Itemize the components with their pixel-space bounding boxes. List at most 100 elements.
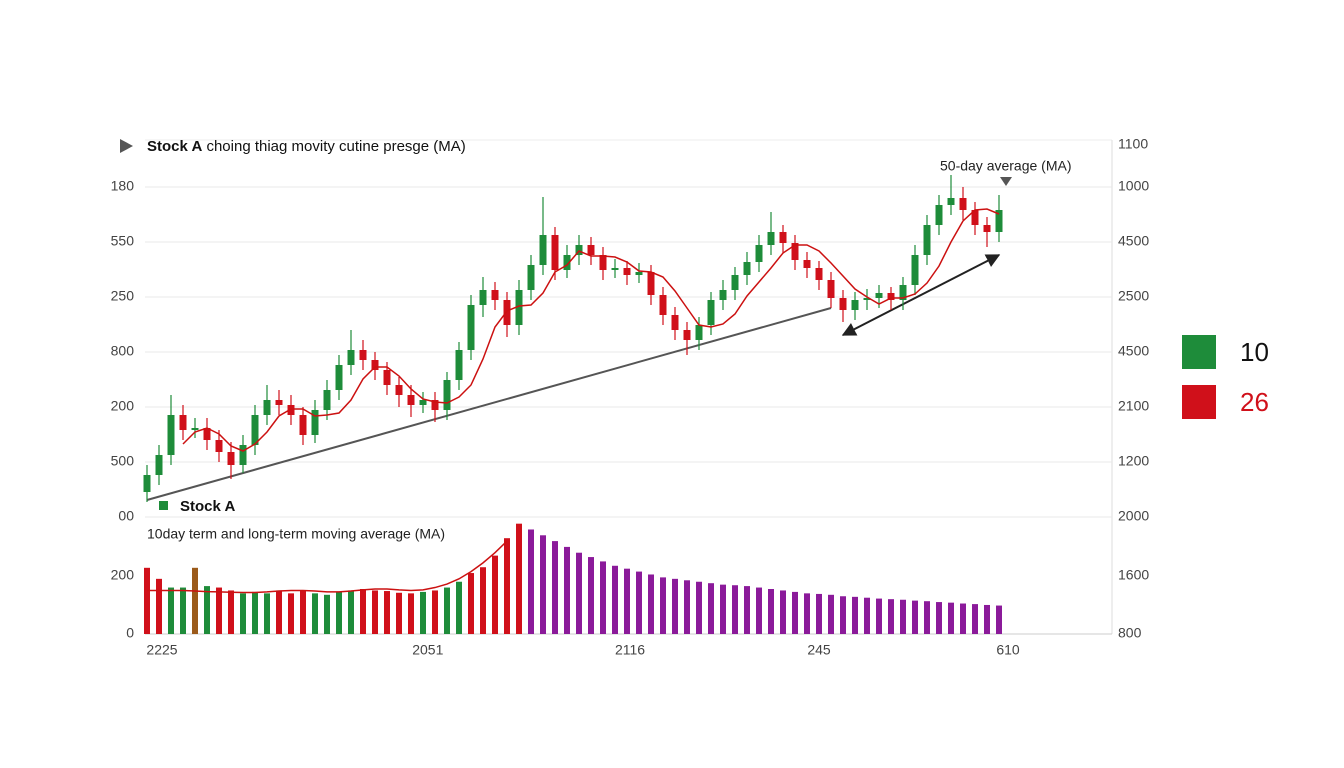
candle-body [779,232,787,243]
volume-bar [960,603,966,634]
volume-bar [396,592,402,634]
volume-bar [888,599,894,634]
x-tick-label: 2225 [146,642,177,658]
volume-bar [792,591,798,634]
volume-bar [432,590,438,634]
candle-body [395,385,403,395]
candle-body [623,268,631,275]
candle-body [911,255,919,285]
volume-bar [300,590,306,634]
candle-body [635,272,643,275]
volume-bar [456,581,462,634]
y-tick-label: 500 [111,453,135,469]
volume-bar [612,565,618,634]
volume-bar [900,599,906,634]
candle-body [215,440,223,452]
volume-bar [936,602,942,634]
volume-bar [444,587,450,634]
legend-label: 26 [1240,387,1269,417]
chart-title: Stock A choing thiag movity cutine presg… [147,138,466,155]
volume-bar [468,573,474,634]
y2-tick-label: 1100 [1118,136,1148,152]
y2-tick-label: 2000 [1118,508,1149,524]
candle-body [203,428,211,440]
volume-bar [312,593,318,634]
candle-body [491,290,499,300]
volume-bar [636,571,642,634]
volume-bar [324,594,330,634]
candle-body [647,272,655,295]
volume-bar [828,594,834,634]
candle-body [407,395,415,405]
volume-bar [780,590,786,634]
volume-bar [600,561,606,634]
candle-body [671,315,679,330]
candle-body [251,415,259,445]
candle-body [155,455,163,475]
candle-body [695,325,703,340]
x-tick-label: 245 [807,642,831,658]
candle-body [971,210,979,225]
volume-bar [336,591,342,634]
volume-bar [360,589,366,634]
volume-bar [840,596,846,634]
candle-body [803,260,811,268]
volume-bar [804,593,810,634]
candle-body [875,293,883,298]
volume-bar [516,523,522,634]
candle-body [323,390,331,410]
y2-tick-label: 4500 [1118,343,1149,359]
volume-bar [192,567,198,634]
play-icon [120,139,133,153]
volume-bar [384,591,390,634]
candle-body [287,405,295,415]
legend-label: 10 [1240,337,1269,367]
candle-body [179,415,187,430]
candle-body [359,350,367,360]
candle-body [227,452,235,465]
trend-line [841,254,1001,336]
moving-average [182,208,1000,452]
candle-body [383,370,391,385]
candle-body [239,445,247,465]
volume-bar [984,604,990,634]
volume-bar [540,535,546,634]
candle-body [935,205,943,225]
candle-body [827,280,835,298]
candle-body [959,198,967,210]
candle-body [791,243,799,260]
volume-bar [672,578,678,634]
candle-body [419,400,427,405]
subtitle: 10day term and long-term moving average … [147,526,445,542]
y2-tick-label: 4500 [1118,233,1149,249]
volume-bar [708,583,714,634]
series-marker [159,501,168,510]
volume-bar [660,577,666,634]
candle-body [455,350,463,380]
candle-body [275,400,283,405]
candle-body [683,330,691,340]
y-tick-label: 550 [111,233,135,249]
y-tick-label: 00 [118,508,134,524]
volume-bar [816,593,822,634]
y2-tick-label: 2500 [1118,288,1149,304]
volume-bar [276,590,282,634]
volume-bar [756,587,762,634]
volume-bar [852,596,858,634]
y-tick-label: 180 [111,178,135,194]
candle-body [515,290,523,325]
volume-bar [492,555,498,634]
candle-body [539,235,547,265]
candle-body [335,365,343,390]
candle-body [587,245,595,255]
candle-body [863,298,871,300]
volume-bar [720,584,726,634]
volume-bar [528,529,534,634]
volume-bar [204,586,210,634]
y-tick-label: 200 [111,398,135,414]
candle-body [923,225,931,255]
candle-body [719,290,727,300]
candle-body [191,428,199,430]
volume-bar [588,557,594,634]
